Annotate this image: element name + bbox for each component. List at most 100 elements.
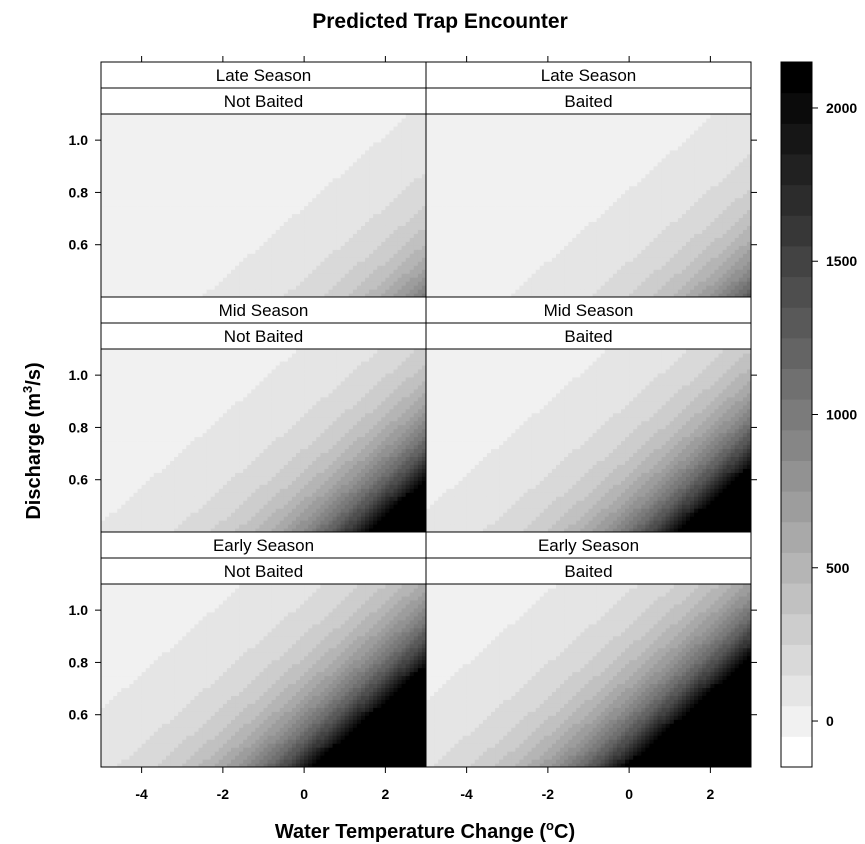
heatmap-cell — [312, 245, 317, 250]
heatmap-cell — [430, 277, 435, 282]
heatmap-cell — [320, 269, 326, 274]
heatmap-cell — [214, 209, 220, 215]
heatmap-cell — [251, 157, 256, 163]
heatmap-cell — [515, 185, 521, 191]
heatmap-cell — [312, 209, 317, 215]
heatmap-cell — [300, 205, 305, 211]
heatmap-cell — [409, 229, 415, 234]
heatmap-cell — [328, 209, 334, 215]
heatmap-cell — [206, 145, 212, 151]
heatmap-cell — [275, 237, 281, 242]
heatmap-cell — [430, 117, 435, 123]
heatmap-cell — [198, 165, 204, 171]
heatmap-cell — [133, 161, 139, 167]
heatmap-cell — [462, 145, 468, 151]
heatmap-cell — [482, 141, 488, 147]
heatmap-cell — [511, 293, 516, 297]
heatmap-cell — [466, 233, 472, 238]
heatmap-cell — [523, 277, 529, 282]
heatmap-cell — [101, 173, 106, 179]
heatmap-cell — [336, 197, 342, 203]
heatmap-cell — [259, 173, 265, 179]
heatmap-cell — [166, 125, 171, 131]
heatmap-cell — [194, 117, 200, 123]
heatmap-cell — [499, 281, 504, 286]
heatmap-cell — [397, 149, 403, 155]
heatmap-cell — [271, 169, 277, 175]
heatmap-cell — [413, 285, 419, 290]
heatmap-cell — [235, 114, 240, 119]
heatmap-cell — [454, 209, 460, 215]
heatmap-cell — [210, 241, 216, 246]
heatmap-cell — [117, 189, 122, 195]
heatmap-cell — [243, 201, 248, 207]
heatmap-cell — [466, 293, 472, 297]
heatmap-cell — [259, 241, 265, 246]
heatmap-cell — [458, 125, 464, 131]
heatmap-cell — [113, 177, 118, 183]
heatmap-cell — [170, 125, 175, 131]
heatmap-cell — [178, 245, 183, 250]
heatmap-cell — [308, 225, 313, 230]
heatmap-cell — [340, 145, 346, 151]
heatmap-cell — [507, 117, 512, 123]
heatmap-cell — [153, 269, 159, 274]
heatmap-cell — [137, 233, 143, 238]
heatmap-cell — [369, 173, 374, 179]
heatmap-cell — [239, 253, 244, 258]
heatmap-cell — [226, 117, 232, 123]
heatmap-cell — [421, 229, 426, 234]
heatmap-cell — [365, 253, 370, 258]
heatmap-cell — [405, 137, 411, 143]
heatmap-cell — [157, 157, 163, 163]
heatmap-cell — [222, 213, 228, 219]
heatmap-cell — [137, 265, 143, 270]
heatmap-cell — [101, 233, 106, 238]
heatmap-cell — [320, 169, 326, 175]
heatmap-cell — [275, 121, 281, 127]
heatmap-cell — [409, 261, 415, 266]
heatmap-cell — [125, 181, 131, 187]
heatmap-cell — [531, 129, 537, 135]
heatmap-cell — [523, 189, 529, 195]
heatmap-cell — [222, 121, 228, 127]
heatmap-cell — [491, 145, 496, 151]
heatmap-cell — [324, 221, 330, 226]
heatmap-cell — [519, 114, 525, 119]
heatmap-cell — [194, 281, 200, 286]
heatmap-cell — [381, 281, 386, 286]
heatmap-cell — [218, 117, 224, 123]
heatmap-cell — [340, 265, 346, 270]
heatmap-cell — [231, 269, 236, 274]
heatmap-cell — [369, 125, 374, 131]
heatmap-cell — [166, 221, 171, 226]
heatmap-cell — [482, 133, 488, 139]
heatmap-cell — [523, 293, 529, 297]
heatmap-cell — [133, 169, 139, 175]
heatmap-cell — [214, 289, 220, 294]
heatmap-cell — [438, 253, 443, 258]
heatmap-cell — [377, 117, 382, 123]
heatmap-cell — [438, 153, 443, 159]
heatmap-cell — [259, 197, 265, 203]
heatmap-cell — [486, 245, 492, 250]
heatmap-cell — [198, 213, 204, 219]
heatmap-cell — [491, 161, 496, 167]
heatmap-cell — [251, 261, 256, 266]
heatmap-cell — [523, 273, 529, 278]
heatmap-cell — [308, 281, 313, 286]
heatmap-cell — [125, 193, 131, 199]
heatmap-cell — [239, 245, 244, 250]
heatmap-cell — [275, 125, 281, 131]
heatmap-cell — [495, 197, 500, 203]
heatmap-cell — [417, 265, 423, 270]
heatmap-cell — [361, 225, 366, 230]
heatmap-cell — [113, 193, 118, 199]
heatmap-cell — [243, 221, 248, 226]
heatmap-cell — [373, 253, 378, 258]
heatmap-cell — [190, 177, 196, 183]
heatmap-cell — [231, 253, 236, 258]
heatmap-cell — [393, 141, 399, 147]
heatmap-cell — [218, 229, 224, 234]
heatmap-cell — [458, 277, 464, 282]
